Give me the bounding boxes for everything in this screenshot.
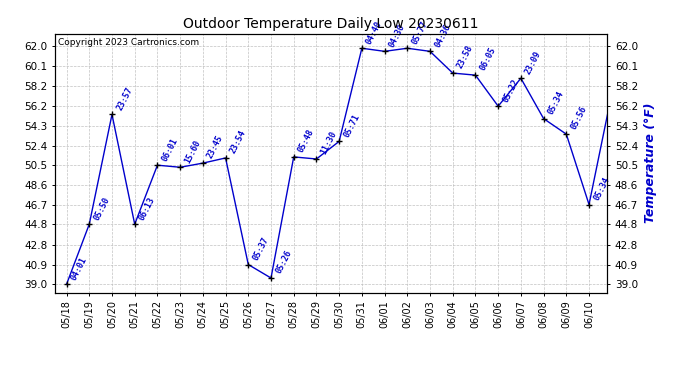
Text: 04:36: 04:36 <box>433 22 452 49</box>
Text: 06:13: 06:13 <box>137 195 157 221</box>
Text: 04:40: 04:40 <box>364 19 384 45</box>
Text: 05:48: 05:48 <box>297 128 316 154</box>
Y-axis label: Temperature (°F): Temperature (°F) <box>644 103 657 224</box>
Text: 23:54: 23:54 <box>228 129 248 155</box>
Text: 05:37: 05:37 <box>251 236 270 262</box>
Text: 05:26: 05:26 <box>274 249 293 275</box>
Text: 05:50: 05:50 <box>92 195 111 221</box>
Text: 05:71: 05:71 <box>342 112 362 139</box>
Text: 23:09: 23:09 <box>524 49 543 75</box>
Text: 04:01: 04:01 <box>69 255 89 282</box>
Text: 23:45: 23:45 <box>206 134 225 160</box>
Text: Copyright 2023 Cartronics.com: Copyright 2023 Cartronics.com <box>58 38 199 46</box>
Text: 15:60: 15:60 <box>183 138 202 165</box>
Text: 05:77: 05:77 <box>410 19 429 45</box>
Text: 23:57: 23:57 <box>115 86 134 112</box>
Text: 05:56: 05:56 <box>569 105 589 131</box>
Text: 11:30: 11:30 <box>319 130 339 156</box>
Text: 04:30: 04:30 <box>387 22 406 49</box>
Title: Outdoor Temperature Daily Low 20230611: Outdoor Temperature Daily Low 20230611 <box>184 17 479 31</box>
Text: 06:05: 06:05 <box>478 46 497 72</box>
Text: 23:56: 23:56 <box>0 374 1 375</box>
Text: 05:22: 05:22 <box>501 77 520 104</box>
Text: 06:01: 06:01 <box>160 136 179 162</box>
Text: 05:34: 05:34 <box>592 176 611 202</box>
Text: 05:34: 05:34 <box>546 90 566 116</box>
Text: 23:58: 23:58 <box>455 44 475 70</box>
